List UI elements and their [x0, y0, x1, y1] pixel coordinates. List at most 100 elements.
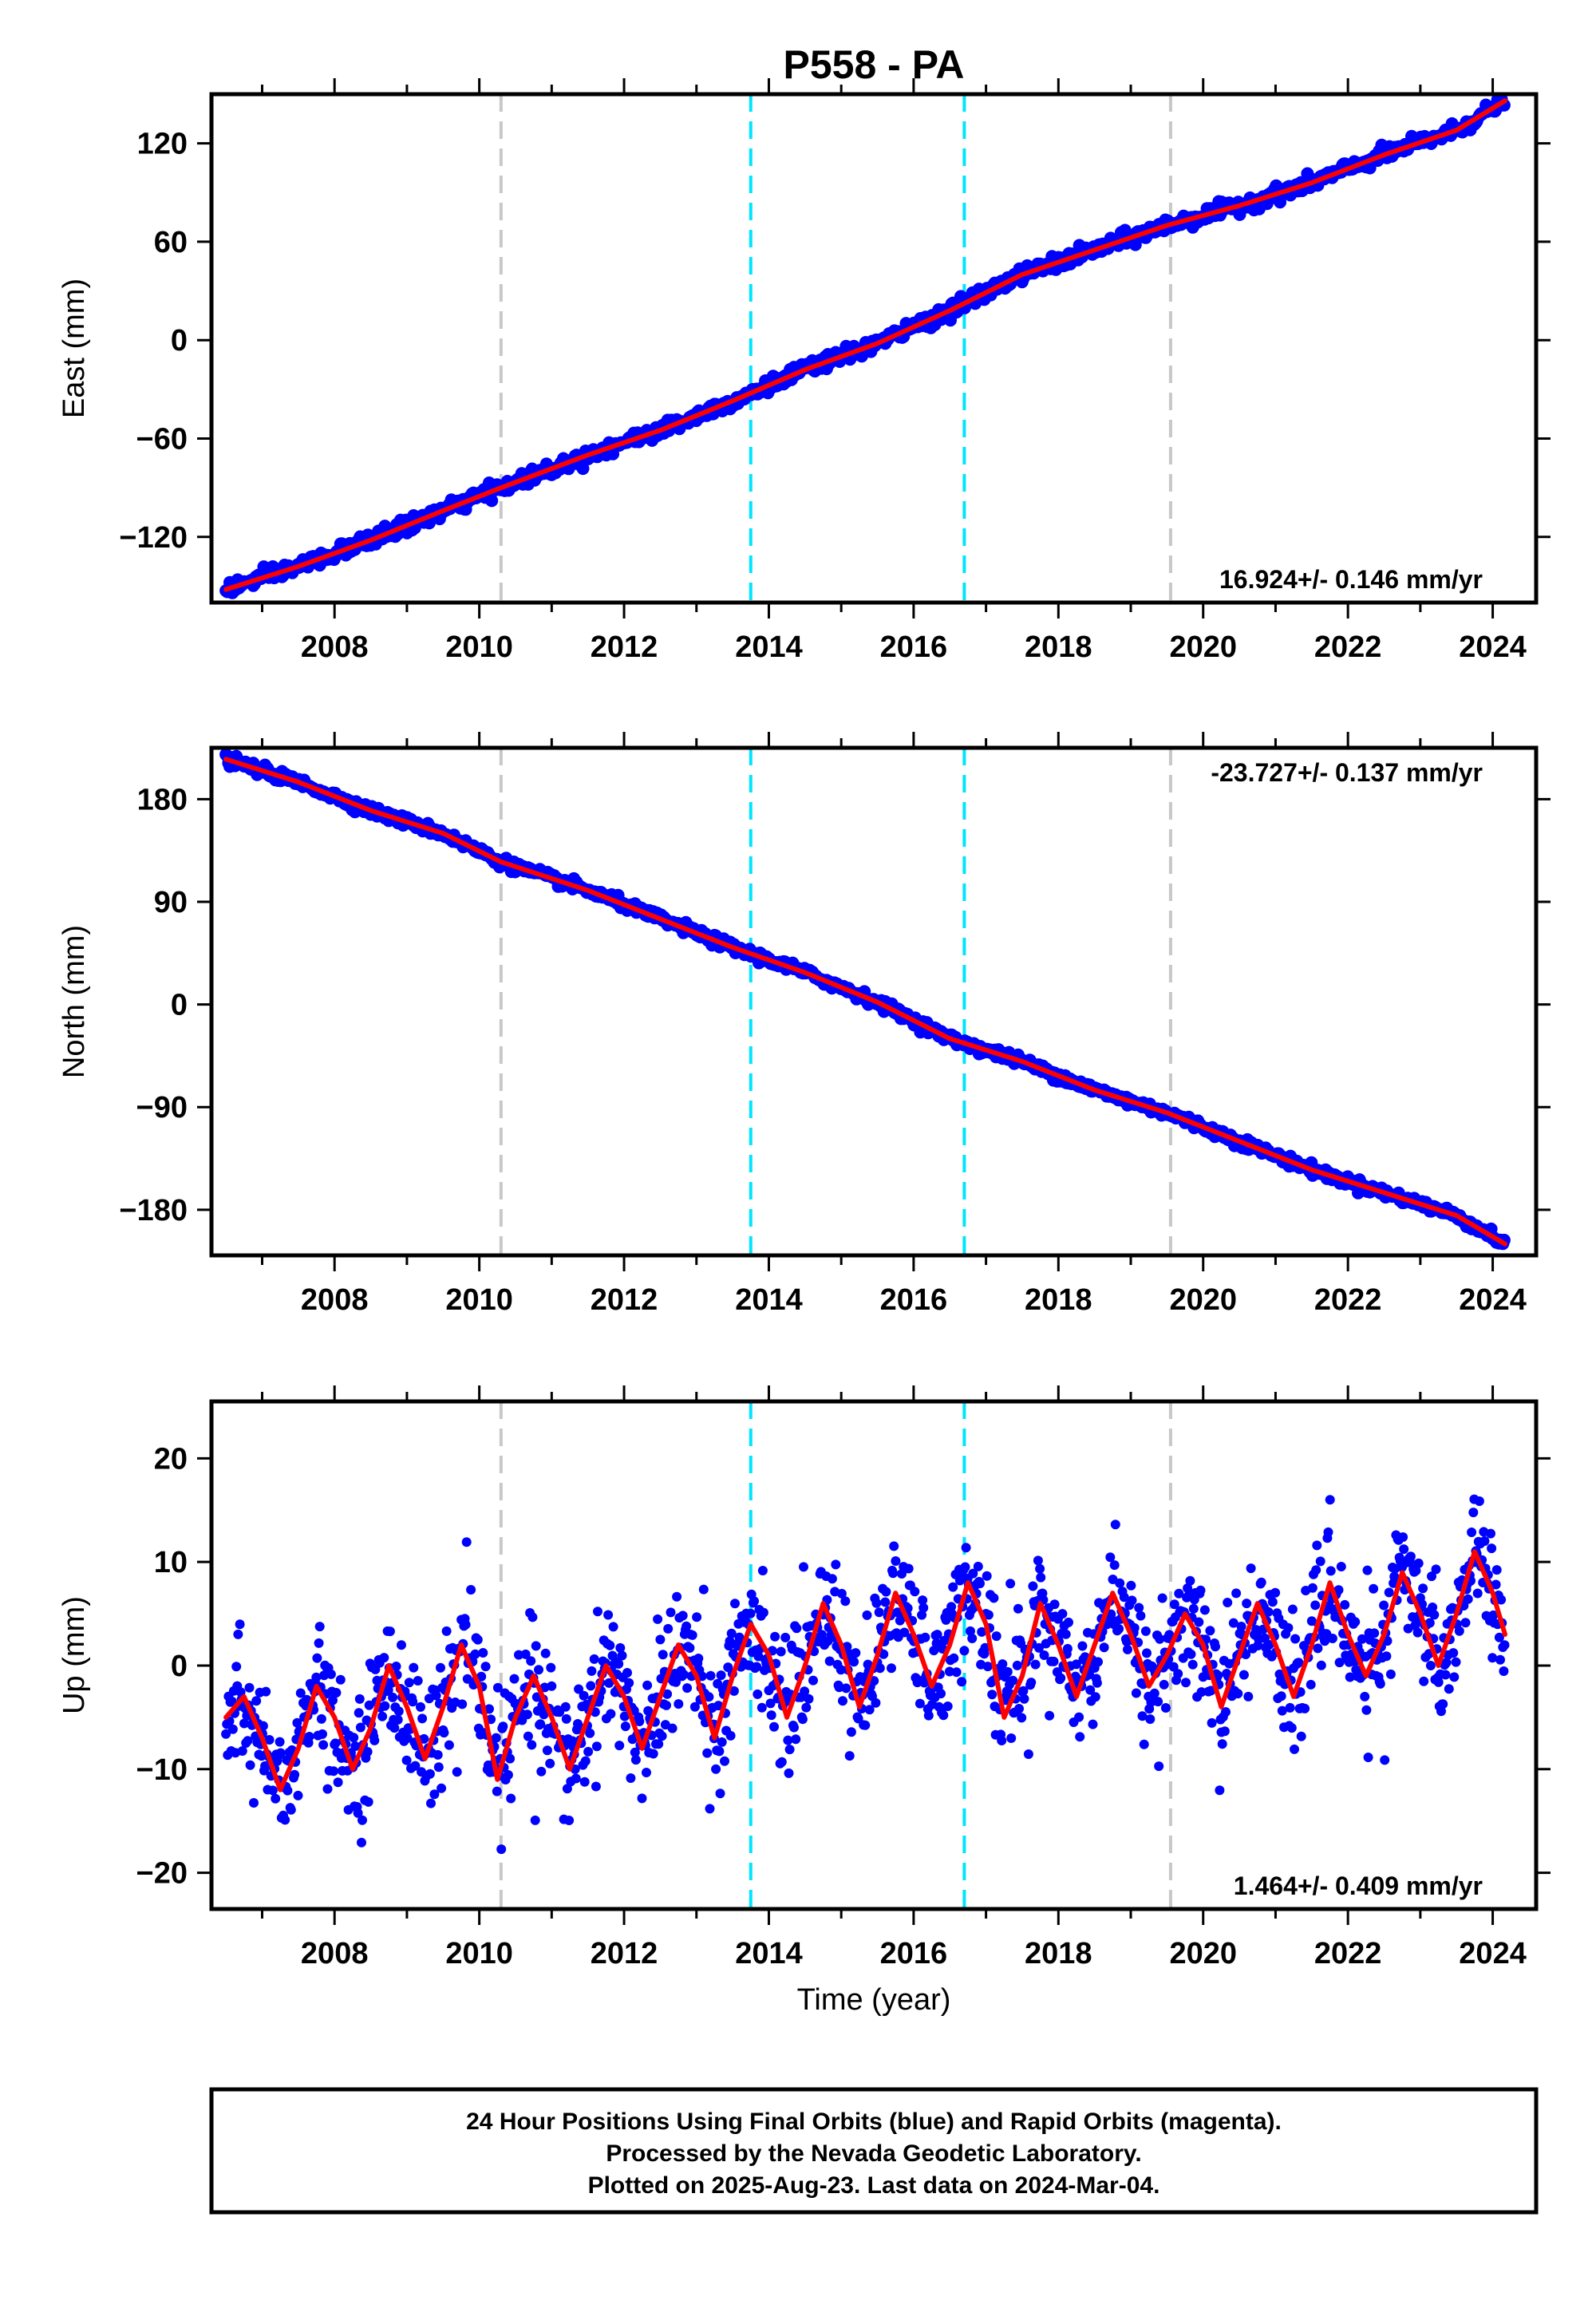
data-point [331, 1688, 342, 1698]
data-point [1233, 1689, 1243, 1699]
data-point [1283, 1622, 1294, 1633]
data-point [931, 1638, 942, 1649]
data-point [1433, 1677, 1444, 1687]
data-point [1185, 1575, 1195, 1586]
data-point [318, 1729, 327, 1739]
data-point [1231, 1588, 1242, 1599]
y-axis-label: East (mm) [57, 279, 91, 418]
data-point [1290, 1744, 1299, 1754]
data-point [717, 1737, 727, 1747]
data-point [576, 462, 590, 476]
data-point [997, 1736, 1007, 1745]
data-point [1441, 1658, 1452, 1668]
data-point [1380, 1755, 1390, 1765]
data-point [938, 1710, 949, 1721]
data-point [1085, 1685, 1096, 1695]
x-tick-label: 2014 [735, 1283, 803, 1317]
data-point [915, 1698, 925, 1709]
data-point [1340, 1599, 1350, 1610]
data-point [776, 1757, 787, 1767]
data-point [1312, 1540, 1322, 1551]
data-point [1413, 1558, 1424, 1568]
data-point [1246, 1563, 1256, 1574]
data-point [989, 1593, 999, 1603]
x-tick-label: 2008 [301, 630, 369, 664]
data-point [987, 1690, 998, 1700]
data-point [1136, 1611, 1146, 1621]
data-point [441, 1626, 452, 1636]
data-point [619, 1711, 630, 1721]
data-point [1035, 1563, 1045, 1574]
data-point [1488, 1610, 1499, 1620]
data-point [349, 1733, 359, 1743]
data-point [840, 1596, 851, 1607]
data-point [1223, 1598, 1233, 1607]
data-point [662, 1700, 671, 1710]
footer-box: 24 Hour Positions Using Final Orbits (bl… [209, 2087, 1539, 2215]
data-point [523, 1731, 533, 1741]
data-point [579, 1777, 590, 1787]
data-point [401, 1755, 412, 1765]
data-point [1099, 1642, 1109, 1653]
data-point [674, 1699, 684, 1709]
data-point [484, 1704, 494, 1714]
data-point [936, 1689, 946, 1699]
data-point [1399, 1544, 1409, 1555]
x-tick-label: 2020 [1169, 630, 1237, 664]
data-point [491, 1733, 501, 1743]
data-point [249, 1798, 259, 1808]
data-point [1474, 1496, 1484, 1506]
data-point [589, 1654, 599, 1664]
data-point [923, 1710, 934, 1721]
data-point [275, 1737, 285, 1747]
data-point [729, 1686, 739, 1696]
data-point [977, 1626, 987, 1637]
data-point [1023, 1749, 1033, 1759]
data-point [579, 1690, 589, 1701]
data-point [799, 1562, 808, 1572]
data-point [784, 1745, 795, 1755]
data-point [918, 1595, 928, 1606]
data-point [1109, 1560, 1120, 1571]
x-tick-label: 2010 [445, 1283, 513, 1317]
data-point [1440, 1670, 1451, 1680]
data-point [1444, 1684, 1454, 1694]
data-point [780, 1632, 791, 1642]
y-tick-label: 90 [154, 886, 188, 919]
data-point [472, 1634, 483, 1645]
data-point [1467, 1528, 1477, 1537]
data-point [1306, 1679, 1316, 1690]
data-point [302, 1694, 312, 1705]
data-point [1034, 1642, 1044, 1653]
data-point [485, 494, 499, 508]
data-point [1195, 1585, 1206, 1595]
data-point [1110, 1520, 1120, 1530]
data-point [1361, 1705, 1372, 1715]
data-point [404, 1678, 414, 1688]
data-point [816, 1630, 827, 1640]
x-axis-label: Time (year) [797, 1983, 951, 2017]
y-tick-label: 0 [171, 324, 188, 358]
x-tick-label: 2024 [1459, 1937, 1527, 1970]
data-point [769, 1721, 779, 1732]
panel-3: 2008 2010 2012 2014 2016 2018 2020 2022 2024−20−… [57, 1385, 1551, 1970]
data-point [587, 1666, 597, 1676]
data-point [1313, 1643, 1323, 1654]
data-point [932, 1630, 942, 1640]
y-tick-label: −180 [119, 1194, 188, 1227]
data-point [1207, 1717, 1217, 1728]
data-point [662, 1689, 673, 1699]
footer-line: Plotted on 2025-Aug-23. Last data on 202… [588, 2172, 1160, 2199]
panel-1: 2008 2010 2012 2014 2016 2018 2020 2022 2024 −120… [57, 78, 1551, 664]
data-point [245, 1760, 255, 1770]
y-tick-label: 120 [137, 128, 188, 161]
data-point [571, 1773, 581, 1784]
data-point [687, 1630, 697, 1640]
data-point [998, 1659, 1008, 1670]
x-tick-label: 2016 [880, 1937, 948, 1970]
data-point [605, 1640, 615, 1650]
panel-frame [209, 745, 1539, 1258]
data-point [749, 1596, 759, 1607]
data-point [231, 1662, 242, 1672]
data-point [648, 1749, 658, 1759]
